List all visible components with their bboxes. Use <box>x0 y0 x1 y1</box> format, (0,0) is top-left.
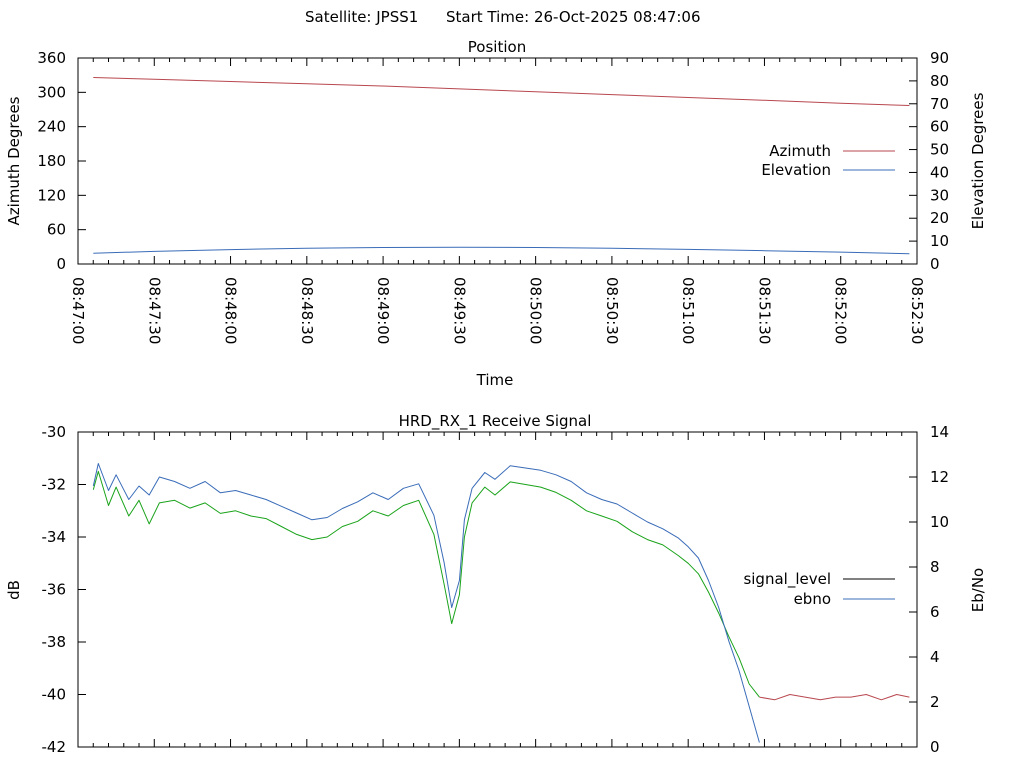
position-x-tick-label-08-50-00: 08:50:00 <box>527 277 545 344</box>
position-x-tick-label-08-50-30: 08:50:30 <box>603 277 621 344</box>
position-x-tick-label-08-49-00: 08:49:00 <box>374 277 392 344</box>
start-time-label: Start Time: 26-Oct-2025 08:47:06 <box>446 8 701 26</box>
position-x-tick-label-08-52-00: 08:52:00 <box>832 277 850 344</box>
position-x-axis-label: Time <box>476 371 514 389</box>
signal-y2-tick-label-12: 12 <box>930 468 949 486</box>
signal-y2-tick-label-4: 4 <box>930 648 940 666</box>
position-x-tick-label-08-52-30: 08:52:30 <box>908 277 926 344</box>
signal-y-tick-label-34: -34 <box>42 528 67 546</box>
position-x-tick-label-08-49-30: 08:49:30 <box>450 277 468 344</box>
legend-signal-level-label: signal_level <box>743 570 831 589</box>
series-line-ebno <box>92 463 760 743</box>
signal-ticks: -30 -32 -34 -36 -38 -40 -42 0 2 4 6 8 10 12 14 <box>42 423 950 756</box>
signal-legend: signal_level ebno <box>743 570 895 608</box>
legend-elevation-label: Elevation <box>761 161 831 179</box>
position-y2-tick-label-40: 40 <box>930 163 949 181</box>
series-line-azimuth <box>93 77 910 106</box>
position-y2-tick-label-50: 50 <box>930 141 949 159</box>
signal-y-tick-label-32: -32 <box>42 476 67 494</box>
position-y2-tick-label-90: 90 <box>930 49 949 67</box>
position-y2-tick-label-60: 60 <box>930 118 949 136</box>
signal-y-tick-label-38: -38 <box>42 633 67 651</box>
series-line-signal-level-lost <box>759 694 910 701</box>
position-y-tick-label-60: 60 <box>47 221 66 239</box>
position-y-tick-label-180: 180 <box>37 152 66 170</box>
legend-ebno-label: ebno <box>794 590 831 608</box>
signal-y-axis-label: dB <box>5 580 23 600</box>
position-y2-tick-label-0: 0 <box>930 255 940 273</box>
series-line-elevation <box>93 246 910 255</box>
position-x-tick-label-08-47-00: 08:47:00 <box>69 277 87 344</box>
position-y2-tick-label-70: 70 <box>930 95 949 113</box>
position-title: Position <box>468 38 526 56</box>
position-y2-tick-label-80: 80 <box>930 72 949 90</box>
position-y2-axis-label: Elevation Degrees <box>969 92 987 229</box>
position-legend: Azimuth Elevation <box>761 142 895 179</box>
signal-y-tick-label-36: -36 <box>42 581 67 599</box>
signal-y2-tick-label-14: 14 <box>930 423 949 441</box>
legend-azimuth-label: Azimuth <box>769 142 831 160</box>
signal-plot-border <box>77 431 918 748</box>
position-y-tick-label-300: 300 <box>37 83 66 101</box>
signal-y2-tick-label-0: 0 <box>930 738 940 756</box>
signal-title: HRD_RX_1 Receive Signal <box>399 412 592 431</box>
signal-y2-tick-label-10: 10 <box>930 513 949 531</box>
position-x-tick-label-08-51-00: 08:51:00 <box>679 277 697 344</box>
position-y2-tick-label-30: 30 <box>930 186 949 204</box>
position-x-tick-label-08-48-00: 08:48:00 <box>222 277 240 344</box>
position-y-tick-label-120: 120 <box>37 186 66 204</box>
signal-y2-axis-label: Eb/No <box>969 568 987 612</box>
position-series <box>93 77 910 255</box>
signal-series <box>92 463 910 743</box>
position-y-tick-label-0: 0 <box>56 255 66 273</box>
satellite-label: Satellite: JPSS1 <box>305 8 418 26</box>
position-y-tick-label-360: 360 <box>37 49 66 67</box>
position-x-tick-label-08-51-30: 08:51:30 <box>755 277 773 344</box>
position-x-tick-label-08-48-30: 08:48:30 <box>298 277 316 344</box>
signal-y2-tick-label-2: 2 <box>930 693 940 711</box>
position-y-tick-label-240: 240 <box>37 118 66 136</box>
signal-y-tick-label-40: -40 <box>42 686 67 704</box>
position-y2-tick-label-20: 20 <box>930 209 949 227</box>
position-panel: Position 0 60 120 180 240 300 360 0 10 20 30 40 50 60… <box>5 38 987 389</box>
series-line-signal-level <box>92 470 760 698</box>
position-y2-tick-label-10: 10 <box>930 232 949 250</box>
signal-y-tick-label-30: -30 <box>42 423 67 441</box>
signal-y2-tick-label-8: 8 <box>930 558 940 576</box>
position-ticks: 0 60 120 180 240 300 360 0 10 20 30 40 50 60 70 80 90 08:… <box>37 49 949 344</box>
position-y-axis-label: Azimuth Degrees <box>5 96 23 225</box>
signal-y2-tick-label-6: 6 <box>930 603 940 621</box>
position-x-tick-label-08-47-30: 08:47:30 <box>145 277 163 344</box>
signal-y-tick-label-42: -42 <box>42 738 67 756</box>
signal-panel: HRD_RX_1 Receive Signal -30-32-34-36-38-… <box>5 412 987 756</box>
